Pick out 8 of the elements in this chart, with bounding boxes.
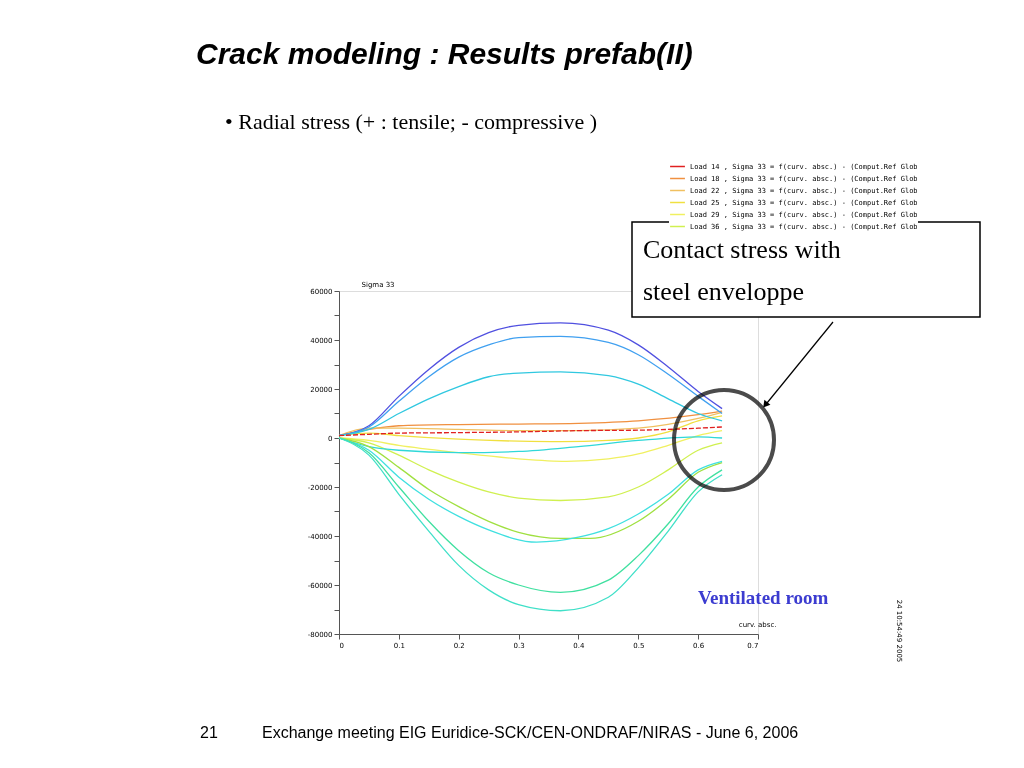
text: 21 bbox=[200, 724, 218, 741]
annotation: Ventilated room bbox=[698, 587, 829, 608]
text: Exchange meeting EIG Euridice-SCK/CEN-ONDRAF/NIRAS - June 6, 2006 bbox=[262, 724, 799, 741]
line-series bbox=[338, 426, 723, 437]
annotation: Contact stress with steel enveloppe bbox=[643, 235, 841, 306]
chart-subtitle: • Radial stress (+ : tensile; - compressive ) bbox=[225, 109, 598, 134]
line-series bbox=[338, 430, 723, 462]
chart-title: Crack modeling : Results prefab(II) bbox=[196, 37, 693, 70]
